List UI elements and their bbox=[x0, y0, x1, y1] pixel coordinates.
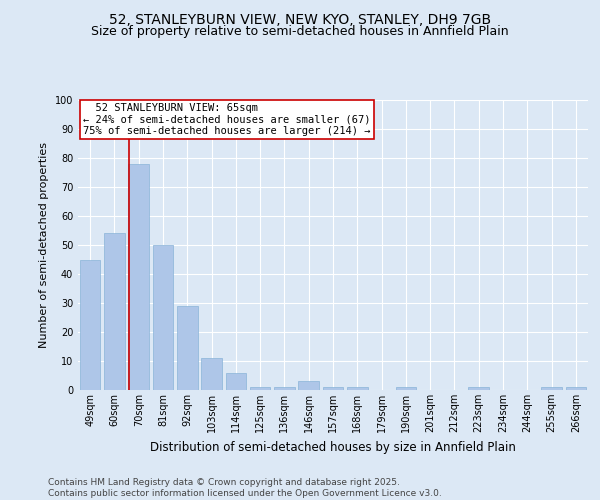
Bar bbox=[201, 358, 222, 390]
Bar bbox=[104, 234, 125, 390]
Bar bbox=[250, 387, 271, 390]
Text: 52, STANLEYBURN VIEW, NEW KYO, STANLEY, DH9 7GB: 52, STANLEYBURN VIEW, NEW KYO, STANLEY, … bbox=[109, 12, 491, 26]
Bar bbox=[274, 387, 295, 390]
Bar bbox=[226, 372, 246, 390]
Bar bbox=[469, 387, 489, 390]
Bar bbox=[152, 245, 173, 390]
Bar bbox=[128, 164, 149, 390]
Bar bbox=[566, 387, 586, 390]
Bar bbox=[177, 306, 197, 390]
Bar bbox=[395, 387, 416, 390]
Text: 52 STANLEYBURN VIEW: 65sqm
← 24% of semi-detached houses are smaller (67)
75% of: 52 STANLEYBURN VIEW: 65sqm ← 24% of semi… bbox=[83, 103, 371, 136]
Bar bbox=[80, 260, 100, 390]
Bar bbox=[347, 387, 368, 390]
Bar bbox=[323, 387, 343, 390]
Bar bbox=[298, 382, 319, 390]
Text: Contains HM Land Registry data © Crown copyright and database right 2025.
Contai: Contains HM Land Registry data © Crown c… bbox=[48, 478, 442, 498]
Y-axis label: Number of semi-detached properties: Number of semi-detached properties bbox=[39, 142, 49, 348]
Text: Size of property relative to semi-detached houses in Annfield Plain: Size of property relative to semi-detach… bbox=[91, 25, 509, 38]
Bar bbox=[541, 387, 562, 390]
X-axis label: Distribution of semi-detached houses by size in Annfield Plain: Distribution of semi-detached houses by … bbox=[150, 440, 516, 454]
